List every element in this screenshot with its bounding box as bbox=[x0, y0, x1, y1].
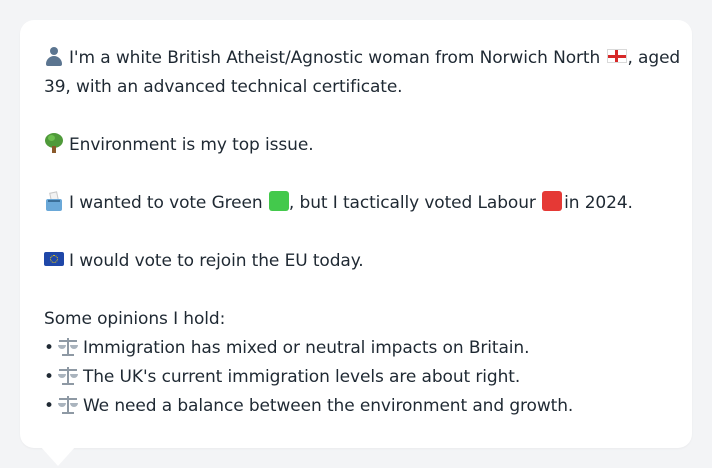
tree-icon bbox=[44, 133, 64, 153]
identity-line-2: 39, with an advanced technical certifica… bbox=[44, 77, 403, 97]
spacer bbox=[44, 160, 668, 189]
bullet: • bbox=[44, 338, 54, 358]
eu-line: I would vote to rejoin the EU today. bbox=[44, 247, 668, 276]
bullet: • bbox=[44, 396, 54, 416]
person-icon bbox=[44, 46, 64, 66]
opinion-text: We need a balance between the environmen… bbox=[82, 396, 574, 416]
opinion-item: • Immigration has mixed or neutral impact… bbox=[44, 334, 668, 363]
balance-scale-icon bbox=[57, 365, 78, 385]
identity-text: I'm a white British Atheist/Agnostic wom… bbox=[69, 48, 601, 68]
profile-card: I'm a white British Atheist/Agnostic wom… bbox=[20, 20, 692, 448]
opinion-item: • The UK's current immigration levels are… bbox=[44, 363, 668, 392]
top-issue-text: Environment is my top issue. bbox=[69, 135, 314, 155]
card-pointer bbox=[40, 446, 76, 466]
opinion-text: The UK's current immigration levels are … bbox=[82, 367, 521, 387]
bullet: • bbox=[44, 367, 54, 387]
eu-flag-icon bbox=[44, 252, 64, 266]
balance-scale-icon bbox=[57, 394, 78, 414]
ballot-box-icon bbox=[44, 191, 64, 211]
green-square-icon bbox=[268, 191, 289, 211]
red-square-icon bbox=[542, 191, 563, 211]
england-flag-icon bbox=[607, 49, 628, 63]
opinion-item: • We need a balance between the environme… bbox=[44, 392, 668, 421]
age-text: , aged bbox=[627, 48, 681, 68]
spacer bbox=[44, 102, 668, 131]
vote-line: I wanted to vote Green , but I tacticall… bbox=[44, 189, 668, 218]
identity-line-1: I'm a white British Atheist/Agnostic wom… bbox=[44, 44, 680, 73]
vote-text-1: I wanted to vote Green bbox=[69, 193, 263, 213]
spacer bbox=[44, 20, 668, 44]
top-issue-line: Environment is my top issue. bbox=[44, 131, 668, 160]
vote-text-2: , but I tactically voted Labour bbox=[288, 193, 536, 213]
opinion-text: Immigration has mixed or neutral impacts… bbox=[82, 338, 530, 358]
spacer bbox=[44, 276, 668, 305]
eu-text: I would vote to rejoin the EU today. bbox=[69, 251, 364, 271]
vote-text-3: in 2024. bbox=[564, 193, 633, 213]
spacer bbox=[44, 218, 668, 247]
opinions-heading: Some opinions I hold: bbox=[44, 309, 226, 329]
balance-scale-icon bbox=[57, 336, 78, 356]
